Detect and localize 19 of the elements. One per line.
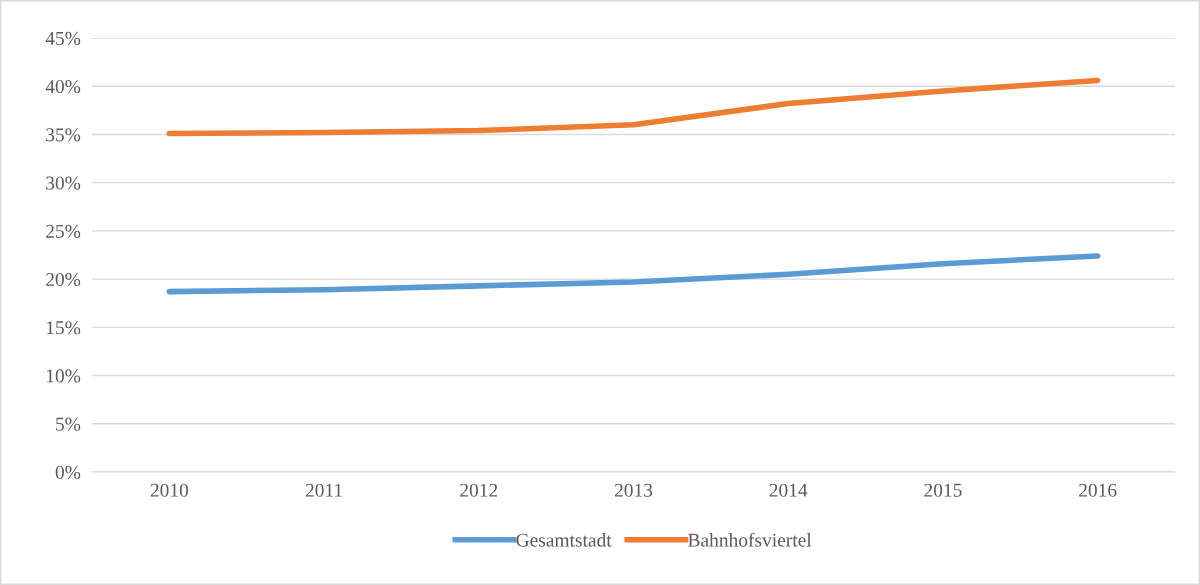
y-tick-label: 5% bbox=[56, 417, 81, 431]
x-tick-label: 2012 bbox=[460, 483, 498, 497]
x-tick-label: 2014 bbox=[769, 483, 808, 497]
y-tick-label: 0% bbox=[55, 465, 81, 479]
x-tick-label: 2011 bbox=[305, 483, 342, 497]
y-tick-label: 25% bbox=[46, 224, 81, 238]
y-tick-label: 15% bbox=[46, 321, 81, 335]
x-tick-label: 2010 bbox=[150, 483, 189, 497]
x-tick-label: 2015 bbox=[924, 483, 962, 497]
legend-label: Gesamtstadt bbox=[516, 533, 612, 547]
x-tick-label: 2013 bbox=[614, 483, 653, 497]
y-tick-label: 40% bbox=[45, 80, 81, 94]
x-tick-label: 2016 bbox=[1079, 483, 1117, 497]
y-tick-label: 45% bbox=[45, 31, 81, 45]
y-tick-label: 20% bbox=[46, 272, 81, 287]
legend-label: Bahnhofsviertel bbox=[688, 532, 812, 547]
y-tick-label: 30% bbox=[46, 176, 81, 190]
y-tick-label: 10% bbox=[46, 369, 81, 383]
y-tick-label: 35% bbox=[46, 128, 81, 142]
